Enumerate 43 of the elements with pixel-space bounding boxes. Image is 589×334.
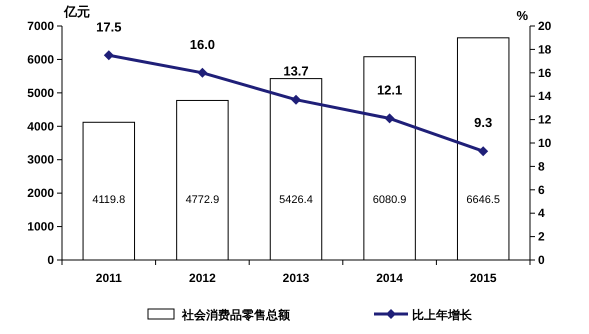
point <box>291 94 301 105</box>
point <box>478 146 488 156</box>
y-tick-label: 6000 <box>27 52 54 66</box>
y-tick-label: 2000 <box>27 186 54 200</box>
legend-label: 比上年增长 <box>412 308 473 322</box>
y-tick-label: 1000 <box>27 220 54 234</box>
data-label: 6646.5 <box>466 194 500 206</box>
x-tick-label: 2014 <box>376 271 404 285</box>
x-tick-label: 2013 <box>282 271 310 285</box>
y2-axis-title: % <box>516 8 528 23</box>
data-label: 4119.8 <box>92 194 126 206</box>
y2-tick-label: 18 <box>538 42 552 56</box>
y2-tick-label: 16 <box>538 66 552 80</box>
y2-tick-label: 8 <box>538 159 545 174</box>
point <box>197 68 208 78</box>
y2-tick-label: 4 <box>538 206 545 220</box>
y2-tick-label: 6 <box>538 182 545 197</box>
legend-label: 社会消费品零售总额 <box>181 308 291 322</box>
y2-tick-label: 0 <box>538 253 545 267</box>
y-axis-title: 亿元 <box>63 4 90 19</box>
data-label: 5426.4 <box>279 194 313 206</box>
x-tick-label: 2011 <box>96 271 122 285</box>
y2-tick-label: 12 <box>538 112 552 127</box>
y2-tick-label: 10 <box>538 136 552 150</box>
y-tick-label: 0 <box>47 253 54 267</box>
data-label: 6080.9 <box>372 194 406 206</box>
y-tick-label: 4000 <box>27 119 54 134</box>
data-label: 12.1 <box>376 82 402 98</box>
point <box>104 50 114 60</box>
data-label: 16.0 <box>190 36 216 52</box>
y2-tick-label: 20 <box>538 19 552 33</box>
y2-tick-label: 14 <box>538 89 552 104</box>
x-tick-label: 2012 <box>189 271 216 285</box>
data-label: 17.5 <box>96 19 122 34</box>
data-label: 13.7 <box>283 64 309 79</box>
point <box>384 113 395 124</box>
y-tick-label: 7000 <box>27 19 54 33</box>
data-label: 4772.9 <box>186 194 220 206</box>
y-tick-label: 3000 <box>27 152 54 167</box>
y-tick-label: 5000 <box>27 86 54 100</box>
y2-tick-label: 2 <box>538 230 545 244</box>
data-label: 9.3 <box>474 115 492 130</box>
x-tick-label: 2015 <box>470 271 497 285</box>
